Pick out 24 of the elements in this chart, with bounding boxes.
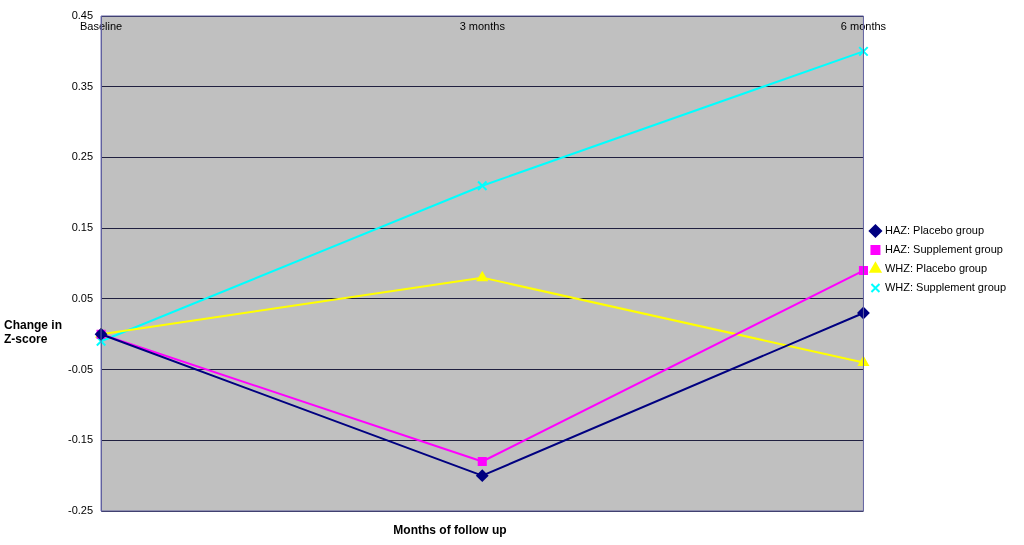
y-tick-label: 0.25 [71,150,94,163]
y-tick-label: 0.05 [71,291,94,304]
point [858,46,869,57]
y-axis-title: Change in Z-score [4,318,63,346]
x-axis-title: Months of follow up [392,523,508,537]
point [95,336,107,347]
point [477,180,488,191]
legend-label: HAZ: Supplement group [884,243,1003,256]
y-tick-label: 0.45 [71,9,94,22]
x-tick-label: 3 months [459,19,506,32]
point [858,356,869,366]
legend-label: WHZ: Supplement group [884,281,1007,294]
y-tick-label: 0.35 [71,79,94,92]
legend-label: HAZ: Placebo group [884,224,985,237]
y-tick-label: -0.25 [67,504,94,517]
point [477,456,487,467]
y-tick-label: 0.15 [71,221,94,234]
x-tick-label: Baseline [79,19,123,32]
legend-label: WHZ: Placebo group [884,262,988,275]
point [476,469,489,482]
point [858,266,868,276]
y-tick-label: -0.05 [67,362,94,375]
y-tick-label: -0.15 [67,433,94,446]
point [476,271,488,282]
